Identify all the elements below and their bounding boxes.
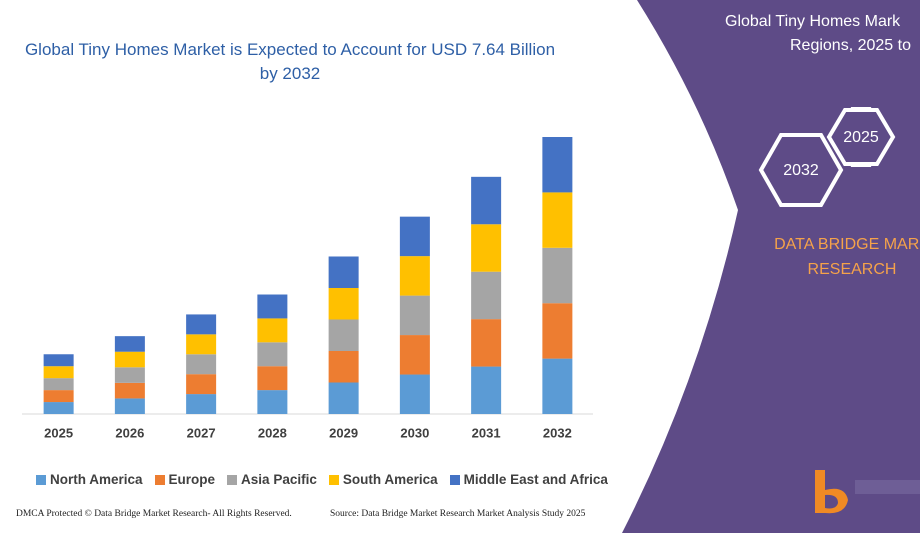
bar-segment <box>186 394 217 414</box>
bar-segment <box>399 216 430 257</box>
brand-text: DATA BRIDGE MARK <box>774 236 920 253</box>
x-tick-label: 2030 <box>400 425 429 440</box>
chart-title: Global Tiny Homes Market is Expected to … <box>24 40 556 83</box>
bar-segment <box>257 318 288 343</box>
logo <box>815 470 920 514</box>
bar-segment <box>114 382 145 399</box>
x-tick-label: 2025 <box>44 425 73 440</box>
bar-segment <box>328 382 359 414</box>
bar-segment <box>43 354 74 367</box>
bar-segment <box>186 374 217 395</box>
legend-label: South America <box>342 472 438 487</box>
x-tick-label: 2032 <box>543 425 572 440</box>
hexagon <box>826 108 896 166</box>
legend-swatch <box>154 474 165 485</box>
bar-segment <box>471 224 502 272</box>
bar-segment <box>542 192 573 248</box>
bar-segment <box>471 176 502 225</box>
bar-segment <box>43 378 74 391</box>
legend-label: Middle East and Africa <box>463 472 608 487</box>
legend-label: Europe <box>168 472 216 487</box>
bar-segment <box>542 247 573 304</box>
bar-segment <box>328 256 359 288</box>
footer-text: Source: Data Bridge Market Research Mark… <box>330 509 586 519</box>
panel-title: Regions, 2025 to <box>790 37 911 54</box>
legend-item: Europe <box>154 472 216 487</box>
legend-item: Asia Pacific <box>227 472 317 487</box>
panel-title: Global Tiny Homes Mark <box>725 13 901 30</box>
bar-segment <box>43 390 74 403</box>
bar-segment <box>186 334 217 355</box>
legend-swatch <box>328 474 339 485</box>
bar-segment <box>542 358 573 414</box>
legend-swatch <box>36 474 46 485</box>
bar-segment <box>186 314 217 335</box>
x-tick-label: 2031 <box>472 425 501 440</box>
bar-segment <box>114 367 145 383</box>
x-tick-label: 2027 <box>187 425 216 440</box>
bar-segment <box>114 398 145 414</box>
bar-segment <box>542 137 573 193</box>
hexagon-label: 2025 <box>843 129 879 146</box>
bar-segment <box>471 366 502 414</box>
legend: North America Europe Asia Pacific South Ame… <box>36 472 608 487</box>
bar-segment <box>257 342 288 367</box>
brand-text: RESEARCH <box>808 261 897 278</box>
hexagon <box>758 133 844 207</box>
footer-text: DMCA Protected © Data Bridge Market Rese… <box>16 509 292 519</box>
bar-segment <box>114 336 145 352</box>
bar-segment <box>257 294 288 319</box>
legend-swatch <box>227 474 238 485</box>
bar-segment <box>43 366 74 379</box>
bar-segment <box>43 402 74 414</box>
legend-label: North America <box>50 472 143 487</box>
legend-item: Middle East and Africa <box>449 472 608 487</box>
bar-segment <box>186 354 217 375</box>
legend-item: South America <box>328 472 438 487</box>
bar-segment <box>399 335 430 375</box>
x-tick-label: 2028 <box>258 425 287 440</box>
bar-segment <box>471 271 502 320</box>
legend-swatch <box>449 474 460 485</box>
bar-segment <box>399 256 430 296</box>
hexagon-label: 2032 <box>783 162 819 179</box>
legend-item: North America <box>36 472 143 487</box>
bar-segment <box>542 303 573 359</box>
x-tick-label: 2029 <box>329 425 358 440</box>
bar-segment <box>257 390 288 414</box>
bar-segment <box>471 319 502 367</box>
legend-label: Asia Pacific <box>241 472 317 487</box>
bar-segment <box>328 319 359 351</box>
bar-segment <box>399 374 430 414</box>
bar-segment <box>328 287 359 320</box>
x-tick-label: 2026 <box>115 425 144 440</box>
bar-segment <box>328 350 359 383</box>
bar-segment <box>114 351 145 368</box>
bar-segment <box>257 366 288 391</box>
bar-segment <box>399 295 430 336</box>
